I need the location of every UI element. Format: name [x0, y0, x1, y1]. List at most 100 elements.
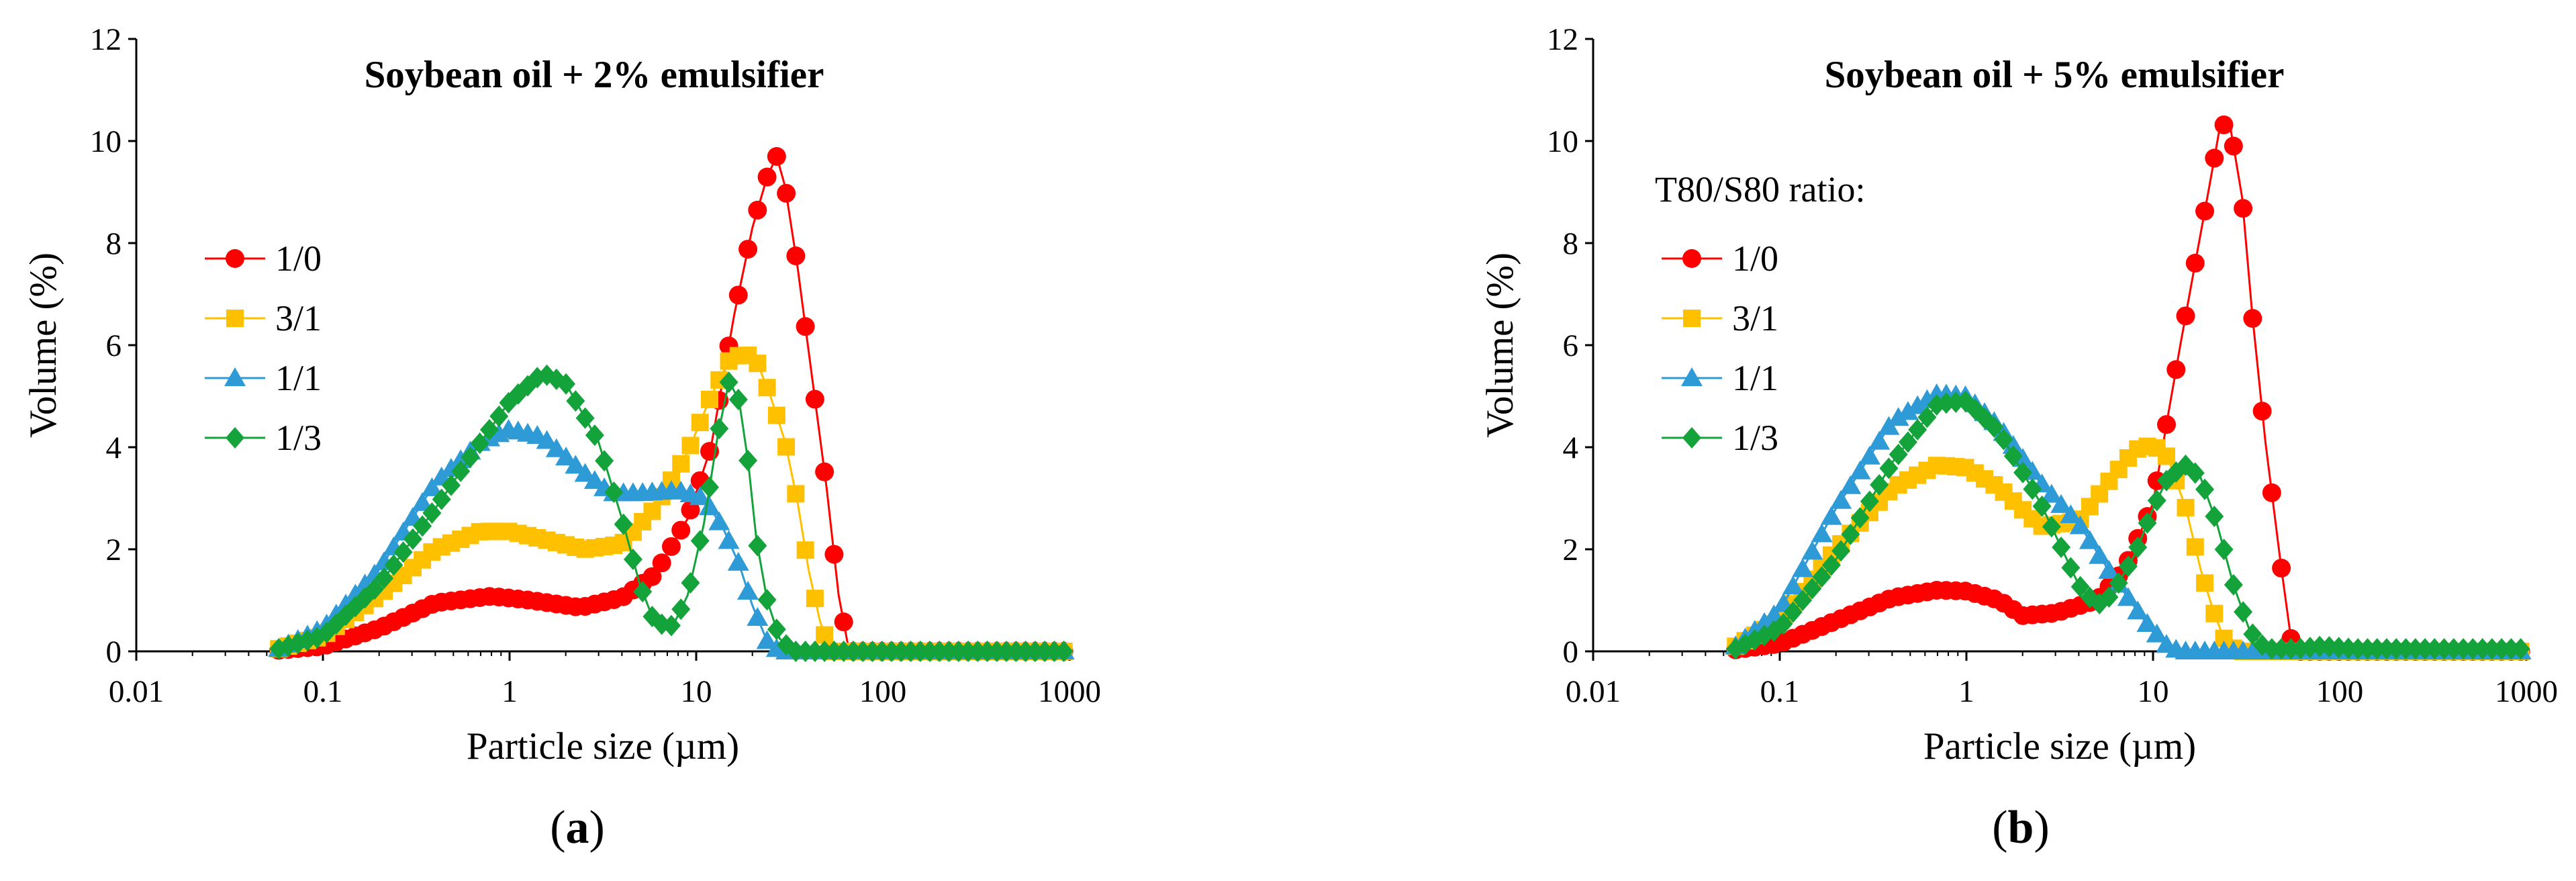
data-point [2463, 638, 2483, 660]
legend-marker [226, 310, 244, 327]
data-point [422, 502, 442, 524]
data-point [2214, 115, 2234, 134]
data-point [2147, 490, 2166, 512]
data-point [1840, 475, 1862, 494]
data-point [1801, 541, 1823, 560]
data-point [949, 641, 968, 662]
data-point [930, 641, 949, 662]
data-point [2099, 586, 2119, 608]
data-point [1849, 460, 1871, 479]
data-point [2138, 512, 2157, 534]
data-point [2224, 136, 2243, 156]
data-point [2416, 638, 2435, 660]
legend-marker [1683, 310, 1701, 327]
data-point [1054, 641, 1074, 662]
data-point [595, 450, 614, 472]
data-point [2434, 638, 2454, 660]
data-point [2176, 306, 2195, 326]
data-point [2511, 638, 2530, 660]
x-tick-label: 1000 [1038, 674, 1101, 709]
data-point [881, 641, 901, 662]
data-point [2185, 462, 2205, 484]
data-point [738, 449, 758, 471]
data-point [747, 607, 769, 627]
data-point [2070, 575, 2090, 598]
data-point [2128, 537, 2148, 559]
data-point [412, 492, 434, 511]
y-tick-label: 8 [1563, 226, 1579, 261]
data-point [1782, 575, 1804, 595]
data-point [2117, 587, 2139, 606]
data-point [1831, 540, 1851, 562]
data-point [1811, 523, 1833, 543]
data-point [787, 485, 805, 503]
data-point [1812, 566, 1831, 588]
y-tick-label: 4 [1563, 430, 1579, 465]
data-point [1887, 407, 1909, 426]
data-point [2205, 604, 2224, 622]
data-point [2079, 530, 2101, 549]
data-point [643, 502, 661, 520]
data-point [1907, 395, 1929, 414]
data-point [671, 520, 691, 540]
data-point [2003, 445, 2023, 467]
data-point [796, 641, 815, 662]
data-point [403, 528, 422, 550]
legend-label: 1/3 [275, 418, 322, 458]
data-point [2205, 506, 2224, 528]
data-point [614, 513, 633, 535]
data-point [2032, 495, 2052, 517]
data-point [1045, 641, 1064, 662]
data-point [2425, 638, 2444, 660]
data-point [2098, 559, 2120, 579]
data-point [805, 641, 824, 662]
x-axis-label: Particle size (µm) [467, 725, 739, 768]
data-point [2118, 555, 2138, 577]
data-point [555, 447, 577, 466]
data-point [1783, 601, 1803, 623]
data-point [2002, 434, 2024, 454]
data-point [2367, 638, 2387, 660]
data-point [375, 567, 394, 590]
data-point [2262, 483, 2281, 502]
legend-label: 3/1 [275, 298, 322, 338]
data-point [1792, 558, 1814, 577]
legend-marker [224, 367, 246, 386]
data-point [585, 424, 604, 447]
data-point [2405, 638, 2425, 660]
data-point [834, 612, 853, 632]
data-point [2156, 415, 2176, 434]
data-point [2195, 478, 2215, 500]
data-point [757, 167, 777, 187]
data-point [728, 285, 748, 305]
panel-label: (b) [1992, 802, 2050, 853]
data-point [565, 455, 587, 474]
data-point [461, 447, 480, 469]
data-point [2482, 638, 2501, 660]
legend-label: 1/0 [275, 238, 322, 279]
data-point [815, 462, 834, 481]
data-point [901, 641, 920, 662]
y-tick-label: 0 [106, 635, 122, 669]
data-point [786, 246, 806, 266]
data-point [432, 488, 451, 510]
data-point [2252, 402, 2272, 421]
data-point [700, 476, 719, 498]
data-point [2089, 545, 2111, 564]
data-point [892, 641, 911, 662]
data-point [2050, 494, 2072, 513]
data-point [2136, 612, 2158, 632]
data-point [2243, 309, 2262, 328]
data-point [2013, 461, 2033, 483]
data-point [1841, 523, 1860, 545]
data-point [2234, 199, 2253, 218]
legend-label: 1/1 [1732, 358, 1778, 398]
data-point [728, 389, 748, 411]
x-tick-label: 10 [2138, 674, 2169, 709]
data-point [1830, 490, 1852, 509]
data-point [824, 545, 844, 564]
chart-panel-a: 0 2 4 6 8 10 12 0.01 0.1 1 10 100 1000 Particle size … [22, 22, 1101, 853]
data-point [872, 641, 892, 662]
data-point [796, 317, 815, 336]
data-point [2177, 498, 2195, 516]
